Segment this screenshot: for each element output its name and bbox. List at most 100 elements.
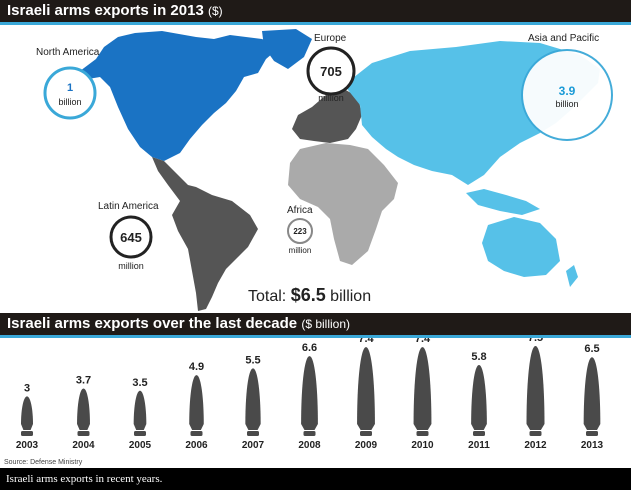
label-europe: Europe	[314, 33, 347, 44]
bomb-icon	[357, 347, 375, 430]
bomb-icon	[413, 347, 432, 430]
decade-title: Israeli arms exports over the last decad…	[7, 315, 298, 332]
value-europe: 705	[320, 64, 342, 79]
unit-asia-pacific: billion	[555, 99, 578, 109]
year-label: 2004	[72, 440, 95, 451]
region-africa	[288, 143, 398, 265]
year-label: 2003	[16, 440, 39, 451]
year-label: 2006	[185, 440, 208, 451]
page-title: Israeli arms exports in 2013	[7, 2, 204, 19]
bomb-icon	[583, 357, 601, 430]
bomb-icon	[189, 375, 204, 430]
region-australia	[482, 217, 560, 277]
bubble-latin-america	[109, 215, 153, 259]
year-label: 2005	[129, 440, 152, 451]
decade-chart: 3 2003 3.7 2004 3.5 2005 4.9 2006 5.5 2007 6.6 2008…	[16, 338, 604, 451]
bomb-fin	[473, 431, 485, 436]
bomb-icon	[301, 356, 318, 430]
unit-africa: million	[289, 246, 312, 255]
bomb-fin	[77, 431, 90, 436]
bomb-fin	[190, 431, 203, 436]
bomb-fin	[303, 431, 316, 436]
region-new-zealand	[566, 265, 578, 287]
label-asia-pacific: Asia and Pacific	[528, 33, 599, 44]
world-map: North America 1 billion Europe 705 milli…	[36, 29, 613, 311]
value-africa: 223	[293, 227, 307, 236]
bomb-icon	[471, 365, 487, 430]
decade-title-bar: Israeli arms exports over the last decad…	[0, 313, 631, 335]
year-label: 2013	[581, 440, 604, 451]
value-label: 3	[24, 382, 30, 394]
year-label: 2010	[411, 440, 434, 451]
bomb-icon	[245, 368, 261, 430]
bomb-fin	[586, 431, 598, 436]
label-africa: Africa	[287, 205, 313, 216]
value-label: 7.4	[358, 338, 374, 345]
bomb-fin	[360, 431, 372, 436]
label-latin-america: Latin America	[98, 201, 159, 212]
source-note: Source: Defense Ministry	[4, 459, 83, 466]
region-north-america	[80, 31, 280, 161]
bar-2011: 5.8 2011	[468, 351, 490, 451]
caption-bar: Israeli arms exports in recent years.	[0, 468, 631, 490]
bubble-north-america	[43, 66, 97, 120]
total-prefix: Total:	[248, 288, 291, 305]
value-label: 3.5	[132, 377, 147, 389]
region-indonesia	[466, 189, 540, 215]
bar-2006: 4.9 2006	[185, 361, 208, 451]
unit-europe: million	[318, 93, 344, 103]
bomb-fin	[134, 431, 146, 436]
bar-2008: 6.6 2008	[298, 342, 321, 451]
value-label: 6.6	[302, 342, 317, 354]
bar-2004: 3.7 2004	[72, 375, 95, 451]
title-unit: ($)	[207, 4, 223, 18]
region-greenland	[262, 29, 312, 69]
bomb-fin	[416, 431, 429, 436]
bomb-icon	[526, 346, 545, 430]
bomb-icon	[21, 396, 33, 430]
accent-line	[0, 22, 631, 25]
value-label: 5.8	[471, 351, 486, 363]
year-label: 2007	[242, 440, 265, 451]
bomb-icon	[133, 390, 147, 430]
year-label: 2012	[524, 440, 547, 451]
total-suffix: billion	[326, 288, 371, 305]
accent-line-2	[0, 335, 631, 338]
year-label: 2011	[468, 440, 490, 451]
bomb-fin	[247, 431, 259, 436]
bomb-icon	[77, 388, 90, 430]
bar-2012: 7.5 2012	[524, 338, 547, 451]
bar-2007: 5.5 2007	[242, 354, 265, 451]
value-asia-pacific: 3.9	[559, 84, 576, 98]
bubble-asia-pacific	[521, 49, 613, 141]
value-north-america: 1	[67, 82, 73, 94]
region-latin-america	[152, 157, 258, 311]
bar-2005: 3.5 2005	[129, 377, 152, 451]
bubble-europe	[306, 46, 356, 96]
unit-latin-america: million	[118, 261, 144, 271]
unit-north-america: billion	[58, 97, 81, 107]
bar-2009: 7.4 2009	[355, 338, 378, 451]
year-label: 2009	[355, 440, 378, 451]
value-latin-america: 645	[120, 230, 142, 245]
value-label: 7.5	[528, 338, 543, 344]
bomb-fin	[529, 431, 542, 436]
value-label: 7.4	[415, 338, 431, 345]
total-value: $6.5	[291, 285, 326, 305]
value-label: 3.7	[76, 375, 91, 387]
bar-2003: 3 2003	[16, 382, 39, 451]
value-label: 6.5	[584, 343, 599, 355]
bomb-fin	[21, 431, 33, 436]
bar-2010: 7.4 2010	[411, 338, 434, 451]
map-total: Total: $6.5 billion	[248, 285, 371, 305]
label-north-america: North America	[36, 47, 100, 58]
value-label: 5.5	[245, 354, 260, 366]
bubble-africa	[287, 218, 313, 244]
caption-text: Israeli arms exports in recent years.	[6, 473, 163, 485]
year-label: 2008	[298, 440, 321, 451]
decade-unit: ($ billion)	[301, 317, 351, 331]
title-bar: Israeli arms exports in 2013 ($)	[0, 0, 631, 22]
value-label: 4.9	[189, 361, 204, 373]
region-europe	[292, 89, 362, 143]
bar-2013: 6.5 2013	[581, 343, 604, 451]
